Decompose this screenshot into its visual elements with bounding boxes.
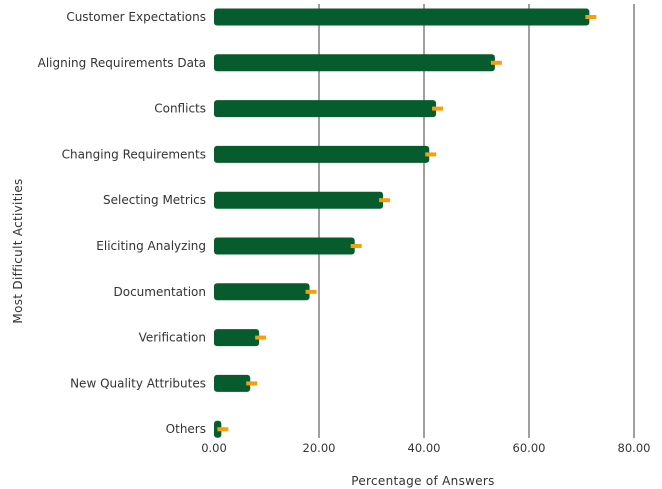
error-bars — [217, 15, 597, 432]
category-labels: Customer Expectations Aligning Requiremen… — [38, 10, 206, 436]
bar — [214, 237, 355, 255]
x-tick-label: 20.00 — [303, 441, 336, 455]
category-label: Selecting Metrics — [103, 193, 206, 207]
x-tick-labels: 0.00 20.00 40.00 60.00 80.00 — [201, 441, 650, 455]
y-axis-title: Most Difficult Activities — [11, 178, 25, 323]
category-label: Verification — [139, 331, 206, 345]
category-label: Documentation — [113, 285, 206, 299]
x-axis-title: Percentage of Answers — [351, 474, 494, 488]
category-label: Customer Expectations — [66, 10, 206, 24]
category-label: Others — [166, 422, 206, 436]
x-tick-label: 40.00 — [408, 441, 441, 455]
bar — [214, 8, 590, 26]
category-label: Aligning Requirements Data — [38, 56, 206, 70]
x-tick-label: 0.00 — [201, 441, 227, 455]
category-label: New Quality Attributes — [70, 376, 206, 390]
x-tick-label: 80.00 — [618, 441, 651, 455]
bar — [214, 329, 260, 347]
bar — [214, 374, 251, 392]
gridlines — [318, 4, 635, 438]
category-label: Conflicts — [154, 102, 206, 116]
x-tick-label: 60.00 — [513, 441, 546, 455]
bar — [214, 54, 495, 72]
bar — [214, 283, 310, 301]
bars — [214, 8, 590, 438]
category-label: Eliciting Analyzing — [96, 239, 206, 253]
category-label: Changing Requirements — [62, 147, 206, 161]
bar — [214, 100, 437, 118]
bar — [214, 191, 384, 209]
bar — [214, 145, 430, 163]
